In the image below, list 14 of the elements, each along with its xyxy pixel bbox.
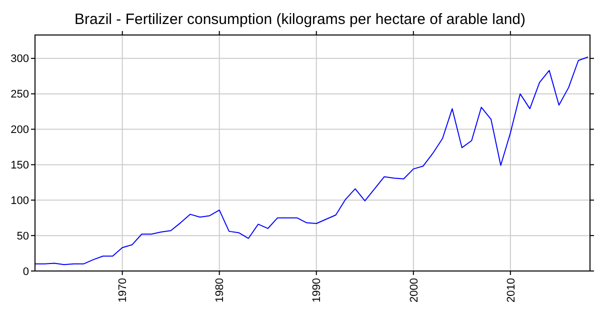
y-tick-label: 200	[10, 124, 29, 136]
chart-title: Brazil - Fertilizer consumption (kilograms per hectare of arable land)	[74, 11, 526, 28]
y-tick-label: 150	[10, 160, 29, 172]
y-tick-label: 100	[10, 194, 29, 207]
x-tick-label: 1970	[117, 278, 130, 302]
x-tick-label: 1990	[311, 278, 324, 302]
x-tick-label: 2000	[408, 278, 420, 302]
y-tick-label: 250	[10, 88, 29, 101]
x-tick-label: 2010	[505, 278, 518, 302]
line-series	[35, 56, 589, 266]
x-tick-label: 1980	[214, 278, 226, 302]
y-tick-label: 50	[16, 230, 29, 242]
y-tick-label: 0	[22, 266, 29, 278]
y-tick-label: 300	[10, 53, 29, 66]
